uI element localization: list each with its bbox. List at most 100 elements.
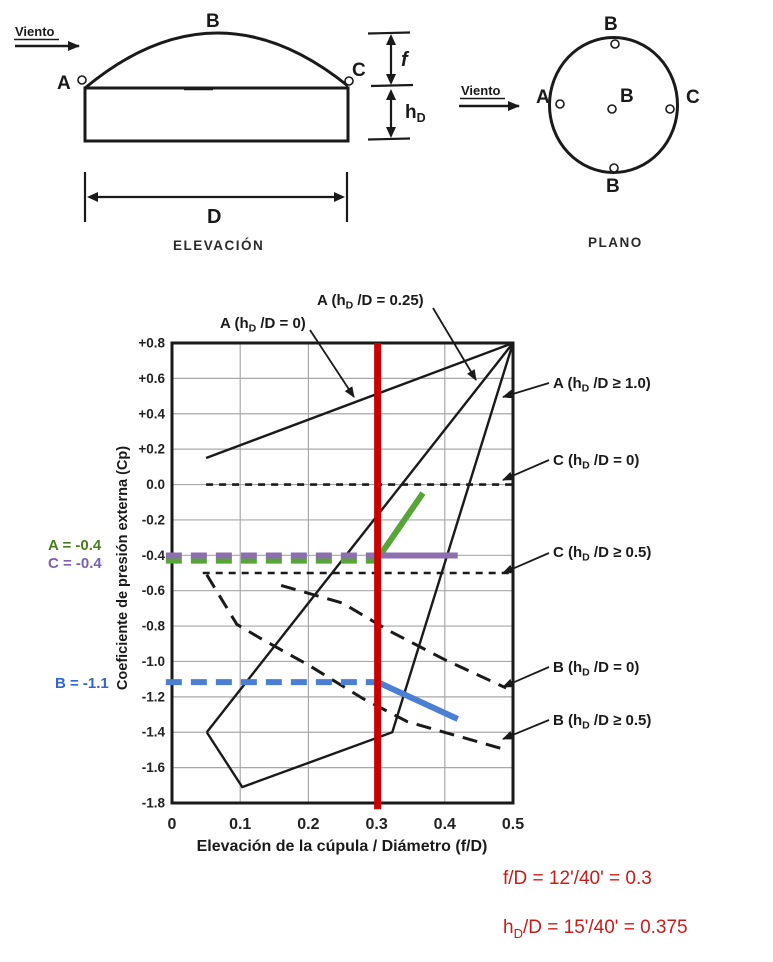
curve-arrow-B_hd0 xyxy=(502,666,550,688)
dim-tick-mid xyxy=(370,83,414,88)
chart-series xyxy=(202,341,515,789)
plan-view: Viento B A B C B PLANO xyxy=(459,14,700,250)
result-hdd: hD/D = 15'/40' = 0.375 xyxy=(503,917,688,941)
y-tick-label: +0.6 xyxy=(138,371,165,386)
series-A_hd025 xyxy=(205,342,514,733)
plan-point-left xyxy=(555,99,565,109)
y-tick-label: -0.4 xyxy=(142,548,166,563)
x-tick-label: 0.4 xyxy=(434,816,456,833)
result-hdd-subscript: D xyxy=(513,925,523,941)
plan-caption: PLANO xyxy=(588,235,643,250)
plan-label-top: B xyxy=(604,14,618,35)
plan-point-center xyxy=(607,104,617,114)
wind-label-elevation: Viento xyxy=(15,24,55,39)
curve-arrow-C_hd0 xyxy=(502,459,550,481)
chart-grid xyxy=(172,343,513,803)
dome-arc xyxy=(84,31,349,90)
point-c-marker xyxy=(344,76,354,86)
curve-label-C_hd0: C (hD /D = 0) xyxy=(553,452,639,472)
dim-f-label: f xyxy=(401,49,410,71)
plan-point-bottom xyxy=(609,163,619,173)
example-overlays xyxy=(165,343,460,810)
overlay-line-green_line-1 xyxy=(375,491,426,561)
elevation-label-a: A xyxy=(57,73,71,94)
curve-callouts: A (hD /D = 0.25) A (hD /D = 0) A (hD /D ≥ … xyxy=(220,292,651,740)
dim-h-arrow-up xyxy=(386,89,396,100)
dim-d-label: D xyxy=(207,206,221,228)
y-tick-label: +0.4 xyxy=(138,406,165,421)
plan-label-right: C xyxy=(686,87,700,108)
x-tick-label: 0.1 xyxy=(229,816,251,833)
y-tick-label: -0.2 xyxy=(142,512,165,527)
plan-label-left: A xyxy=(536,87,550,108)
x-axis-title: Elevación de la cúpula / Diámetro (f/D) xyxy=(197,838,488,855)
plan-point-top xyxy=(610,39,620,49)
curve-label-B_hd0: B (hD /D = 0) xyxy=(553,659,639,679)
elevation-label-b: B xyxy=(206,11,220,32)
cp-chart: A (hD /D = 0.25) A (hD /D = 0) A (hD /D ≥ … xyxy=(48,292,651,855)
series-B_hd05 xyxy=(205,573,507,752)
example-results: f/D = 12'/40' = 0.3 hD/D = 15'/40' = 0.3… xyxy=(503,868,688,941)
curve-label-A_hd1: A (hD /D ≥ 1.0) xyxy=(553,375,651,395)
series-A_hd1 xyxy=(205,342,515,789)
value-annotations: A = -0.4C = -0.4 B = -1.1 xyxy=(48,537,109,692)
x-tick-label: 0.2 xyxy=(297,816,319,833)
value-annotation: B = -1.1 xyxy=(55,675,109,692)
curve-label-A_hd0: A (hD /D = 0) xyxy=(220,315,306,335)
y-tick-label: -0.6 xyxy=(142,583,166,598)
elevation-plan-diagrams: Viento A B C f hD xyxy=(14,11,700,253)
value-annotation: C = -0.4 xyxy=(48,555,102,572)
series-B_hd0 xyxy=(280,583,507,690)
series-A_hd0 xyxy=(205,341,514,460)
plan-label-bottom: B xyxy=(606,176,620,197)
dim-h-base: h xyxy=(405,102,417,123)
y-tick-label: -1.8 xyxy=(142,796,166,811)
curve-arrow-A_hd0 xyxy=(309,329,355,398)
x-tick-label: 0.5 xyxy=(502,816,524,833)
value-annotation: A = -0.4 xyxy=(48,537,102,554)
y-tick-label: -0.8 xyxy=(142,619,166,634)
y-tick-label: +0.2 xyxy=(138,442,165,457)
elevation-view: Viento A B C f hD xyxy=(14,11,426,253)
y-axis-title: Coeficiente de presión externa (Cp) xyxy=(115,446,131,690)
elevation-label-c: C xyxy=(352,60,366,81)
dim-d-arrow-left xyxy=(87,192,98,202)
point-a-marker xyxy=(77,75,87,85)
plan-label-center: B xyxy=(620,86,634,107)
axis-tick-labels: +0.8 +0.6 +0.4 +0.2 0.0 -0.2 -0.4 -0.6 -0.8 -1.0 -… xyxy=(138,336,524,834)
x-tick-label: 0.3 xyxy=(365,816,387,833)
curve-label-C_hd05: C (hD /D ≥ 0.5) xyxy=(553,544,651,564)
curve-arrow-B_hd05 xyxy=(502,719,550,740)
result-hdd-text: /D = 15'/40' = 0.375 xyxy=(522,917,688,938)
curve-label-A_hd025: A (hD /D = 0.25) xyxy=(317,292,424,312)
y-tick-label: 0.0 xyxy=(146,477,165,492)
dim-h-subscript: D xyxy=(417,111,426,125)
plan-point-right xyxy=(665,104,675,114)
dim-h-arrow-down xyxy=(386,127,396,138)
result-fd-text: f/D = 12'/40' = 0.3 xyxy=(503,868,652,889)
dim-tick-bottom xyxy=(367,137,411,141)
y-tick-label: +0.8 xyxy=(138,336,165,351)
dim-d-arrow-right xyxy=(334,192,345,202)
curve-arrow-A_hd1 xyxy=(502,382,550,399)
curve-label-B_hd05: B (hD /D ≥ 0.5) xyxy=(553,712,651,732)
curve-arrow-A_hd025 xyxy=(432,307,477,381)
wind-label-plan: Viento xyxy=(461,83,501,98)
plot-frame xyxy=(170,341,515,805)
elevation-caption: ELEVACIÓN xyxy=(173,238,264,253)
tank-elevation-outline xyxy=(83,86,350,143)
result-fd: f/D = 12'/40' = 0.3 xyxy=(503,868,688,890)
overlay-line-blue_line-5 xyxy=(376,679,460,722)
curve-arrow-C_hd05 xyxy=(502,552,550,574)
result-hdd-base: h xyxy=(503,917,514,938)
y-tick-label: -1.0 xyxy=(142,654,165,669)
dim-tick-top xyxy=(367,31,411,35)
dim-f-arrow-down xyxy=(386,74,396,85)
dim-h-label: hD xyxy=(405,102,426,125)
y-tick-label: -1.4 xyxy=(142,725,166,740)
x-tick-label: 0 xyxy=(168,816,177,833)
y-tick-label: -1.6 xyxy=(142,760,166,775)
dim-f-arrow-up xyxy=(386,34,396,45)
y-tick-label: -1.2 xyxy=(142,689,165,704)
